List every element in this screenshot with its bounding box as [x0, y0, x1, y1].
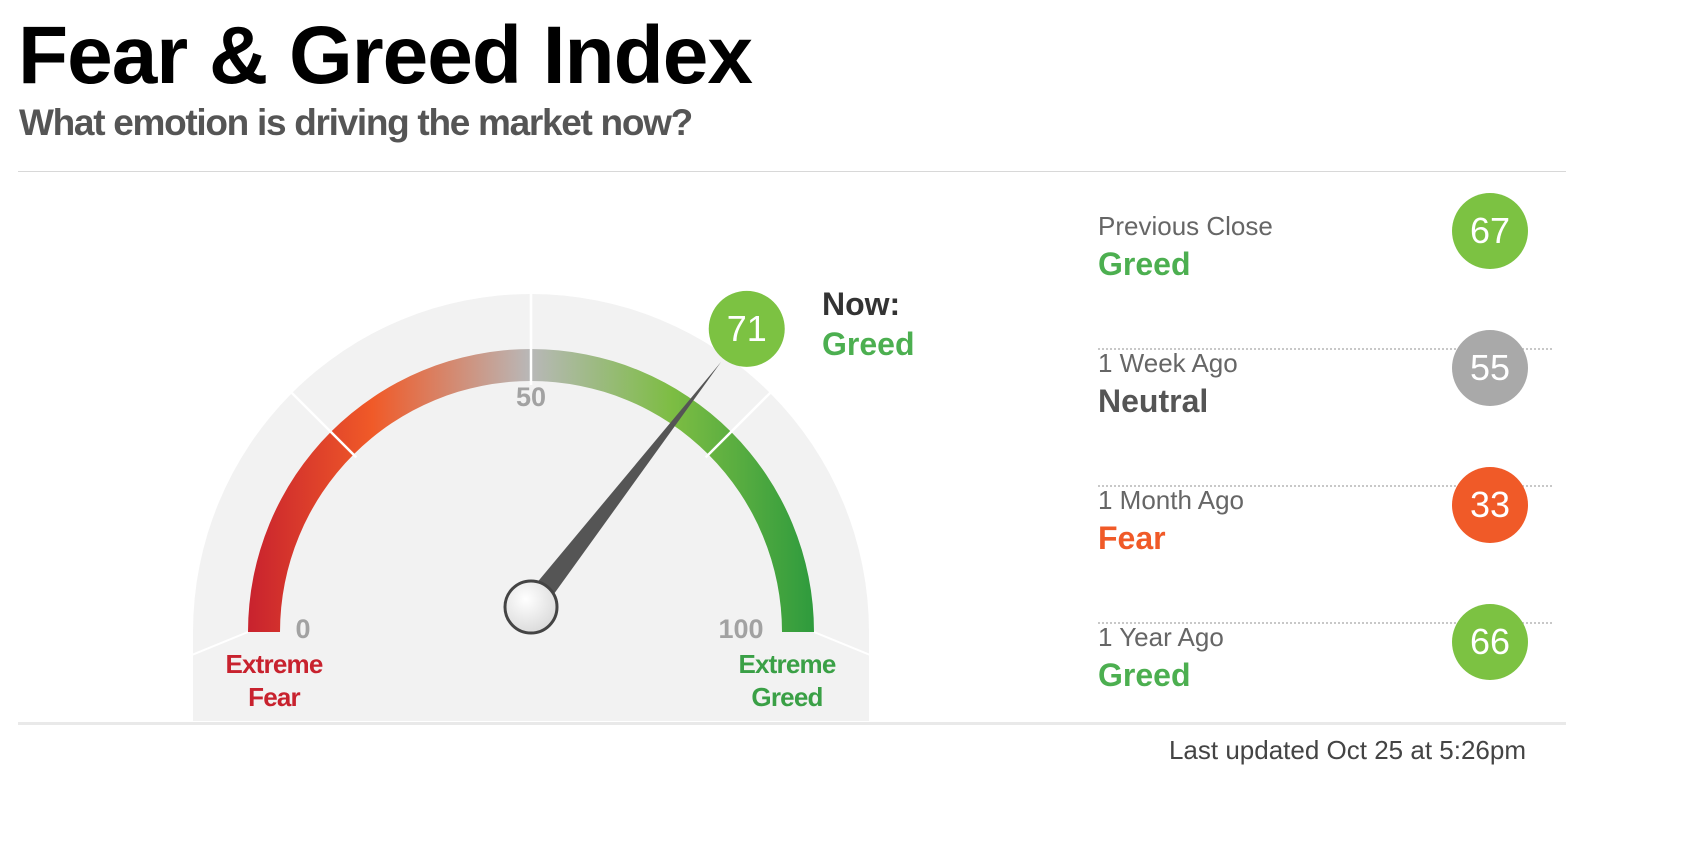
tick-label-50: 50 [516, 382, 546, 412]
fear-greed-gauge: 0 50 100 Extreme Fear Extreme Greed 71 [189, 290, 873, 721]
tick-label-0: 0 [295, 614, 310, 644]
history-value-circle: 67 [1452, 193, 1528, 269]
gauge-divider [289, 390, 358, 459]
gauge-divider [704, 390, 773, 459]
extreme-fear-label-line2: Fear [248, 682, 300, 712]
history-item-1-month-ago: 1 Month Ago Fear 33 [1098, 467, 1552, 624]
history-rating: Fear [1098, 520, 1166, 556]
gauge-hub [503, 579, 559, 635]
history-value-circle: 66 [1452, 604, 1528, 680]
history-item-1-week-ago: 1 Week Ago Neutral 55 [1098, 330, 1552, 487]
history-rating: Greed [1098, 246, 1191, 282]
gauge-background [193, 294, 869, 721]
history-label: Previous Close [1098, 211, 1273, 241]
footer-divider [18, 722, 1566, 725]
header-divider [18, 171, 1566, 172]
history-item-previous-close: Previous Close Greed 67 [1098, 193, 1552, 350]
now-rating: Greed [822, 326, 915, 362]
history-item-1-year-ago: 1 Year Ago Greed 66 [1098, 604, 1552, 759]
history-label: 1 Year Ago [1098, 622, 1224, 652]
gauge-arc [248, 349, 814, 632]
now-value-bubble [708, 290, 785, 367]
tick-label-100: 100 [718, 614, 763, 644]
page-title: Fear & Greed Index [18, 10, 753, 101]
extreme-greed-label-line2: Greed [751, 682, 822, 712]
gauge-divider [813, 631, 873, 657]
history-label: 1 Month Ago [1098, 485, 1244, 515]
now-value: 71 [727, 308, 767, 349]
gauge-dividers [189, 631, 873, 657]
page-subtitle: What emotion is driving the market now? [19, 102, 693, 143]
now-title: Now: [822, 286, 901, 322]
gauge-divider [189, 631, 249, 657]
history-label: 1 Week Ago [1098, 348, 1238, 378]
history-rating: Neutral [1098, 383, 1209, 419]
extreme-fear-label-line1: Extreme [225, 649, 322, 679]
gauge-needle [522, 362, 721, 614]
history-rating: Greed [1098, 657, 1191, 693]
history-value-circle: 55 [1452, 330, 1528, 406]
last-updated-text: Last updated Oct 25 at 5:26pm [1168, 735, 1526, 765]
extreme-greed-label-line1: Extreme [738, 649, 835, 679]
history-value-circle: 33 [1452, 467, 1528, 543]
